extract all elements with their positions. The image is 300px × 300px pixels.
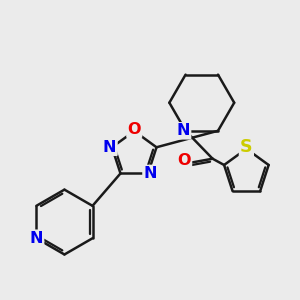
Text: N: N xyxy=(143,166,157,181)
Text: N: N xyxy=(177,123,190,138)
Text: O: O xyxy=(178,154,191,169)
Text: N: N xyxy=(103,140,116,155)
Text: N: N xyxy=(30,231,43,246)
Text: O: O xyxy=(128,122,141,137)
Text: S: S xyxy=(240,138,253,156)
